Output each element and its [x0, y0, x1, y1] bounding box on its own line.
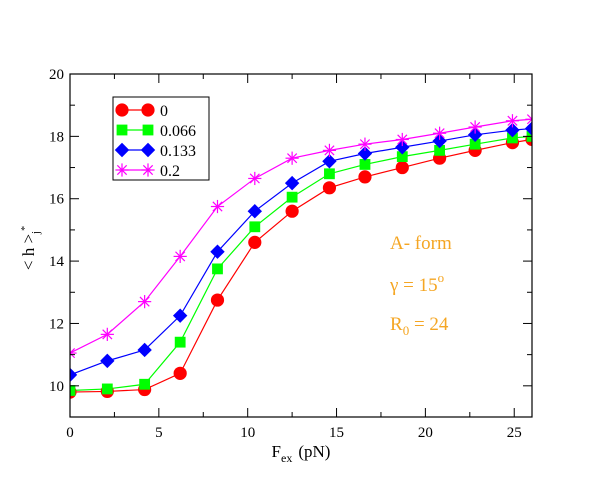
data-point	[358, 170, 372, 184]
data-point	[322, 154, 337, 169]
x-tick-label: 15	[329, 425, 344, 441]
data-point	[507, 132, 518, 144]
x-tick-label: 5	[155, 425, 163, 441]
x-tick-label: 20	[418, 425, 433, 441]
data-point	[433, 126, 447, 140]
data-point	[100, 327, 114, 341]
data-point	[285, 151, 299, 165]
data-point	[173, 366, 187, 380]
data-point	[141, 163, 155, 177]
legend-label: 0.133	[160, 143, 196, 160]
data-point	[140, 142, 156, 158]
series-line	[70, 118, 532, 354]
data-point	[115, 103, 129, 117]
axis-layer: 0 5 10 15 20 25 10 12 14 16 18 20	[49, 67, 532, 441]
data-point	[70, 385, 76, 396]
data-point	[285, 204, 299, 218]
series-layer	[70, 112, 532, 399]
annotation-group: A- form γ = 15o R0 = 24	[389, 233, 452, 338]
data-point	[115, 163, 129, 177]
plot-frame	[69, 73, 533, 418]
data-point	[210, 244, 225, 259]
annotation-r0: R0 = 24	[390, 314, 449, 338]
y-tick-label: 12	[49, 316, 64, 332]
data-point	[70, 346, 77, 360]
data-point	[172, 308, 188, 323]
data-point	[100, 353, 115, 369]
y-tick-label: 10	[49, 379, 64, 395]
data-point	[395, 132, 409, 147]
data-point	[116, 124, 128, 136]
data-point	[249, 221, 261, 233]
data-point	[358, 137, 372, 151]
data-point	[137, 342, 152, 358]
data-point	[434, 144, 445, 156]
data-point	[248, 171, 262, 186]
x-tick-label: 10	[240, 425, 255, 441]
data-point	[247, 204, 262, 219]
legend-label: 0.2	[160, 163, 180, 180]
data-point	[505, 114, 520, 128]
data-point	[359, 159, 371, 170]
data-point	[141, 103, 155, 117]
legend-box	[112, 96, 210, 181]
data-point	[210, 199, 225, 214]
data-point	[248, 235, 262, 249]
data-point	[525, 112, 532, 126]
x-tick-label: 25	[507, 425, 522, 441]
data-point	[468, 120, 482, 134]
data-point	[284, 175, 300, 191]
data-point	[114, 142, 130, 158]
y-tick-label: 18	[49, 129, 64, 145]
y-tick-label: 20	[49, 67, 64, 83]
legend-label: 0.066	[160, 123, 196, 140]
data-point	[70, 367, 78, 383]
data-point	[469, 138, 481, 150]
legend-items: 0 0.066 0.133 0.2	[114, 103, 196, 180]
legend: 0 0.066 0.133 0.2	[112, 96, 210, 181]
data-point	[173, 249, 187, 264]
data-point	[322, 181, 337, 195]
data-point	[138, 295, 152, 309]
data-point	[210, 293, 225, 307]
data-point	[139, 378, 151, 390]
annotation-form: A- form	[390, 233, 452, 254]
y-tick-label: 16	[49, 192, 65, 208]
legend-label: 0	[160, 103, 168, 120]
data-point	[286, 191, 298, 203]
data-point	[142, 124, 154, 136]
x-tick-label: 0	[66, 425, 74, 441]
data-point	[324, 168, 335, 180]
data-point	[505, 122, 520, 138]
data-point	[174, 336, 186, 348]
annotation-gamma: γ = 15o	[389, 270, 444, 296]
y-axis-label: < h >j*	[19, 226, 42, 270]
data-point	[396, 151, 408, 163]
data-point	[322, 143, 337, 157]
data-point	[395, 160, 409, 175]
y-tick-label: 14	[49, 254, 65, 270]
x-axis-label: Fex (pN)	[272, 442, 331, 465]
data-point	[357, 146, 373, 161]
series-line	[70, 135, 532, 392]
data-point	[524, 121, 532, 136]
data-point	[212, 263, 223, 275]
data-point	[101, 383, 113, 395]
